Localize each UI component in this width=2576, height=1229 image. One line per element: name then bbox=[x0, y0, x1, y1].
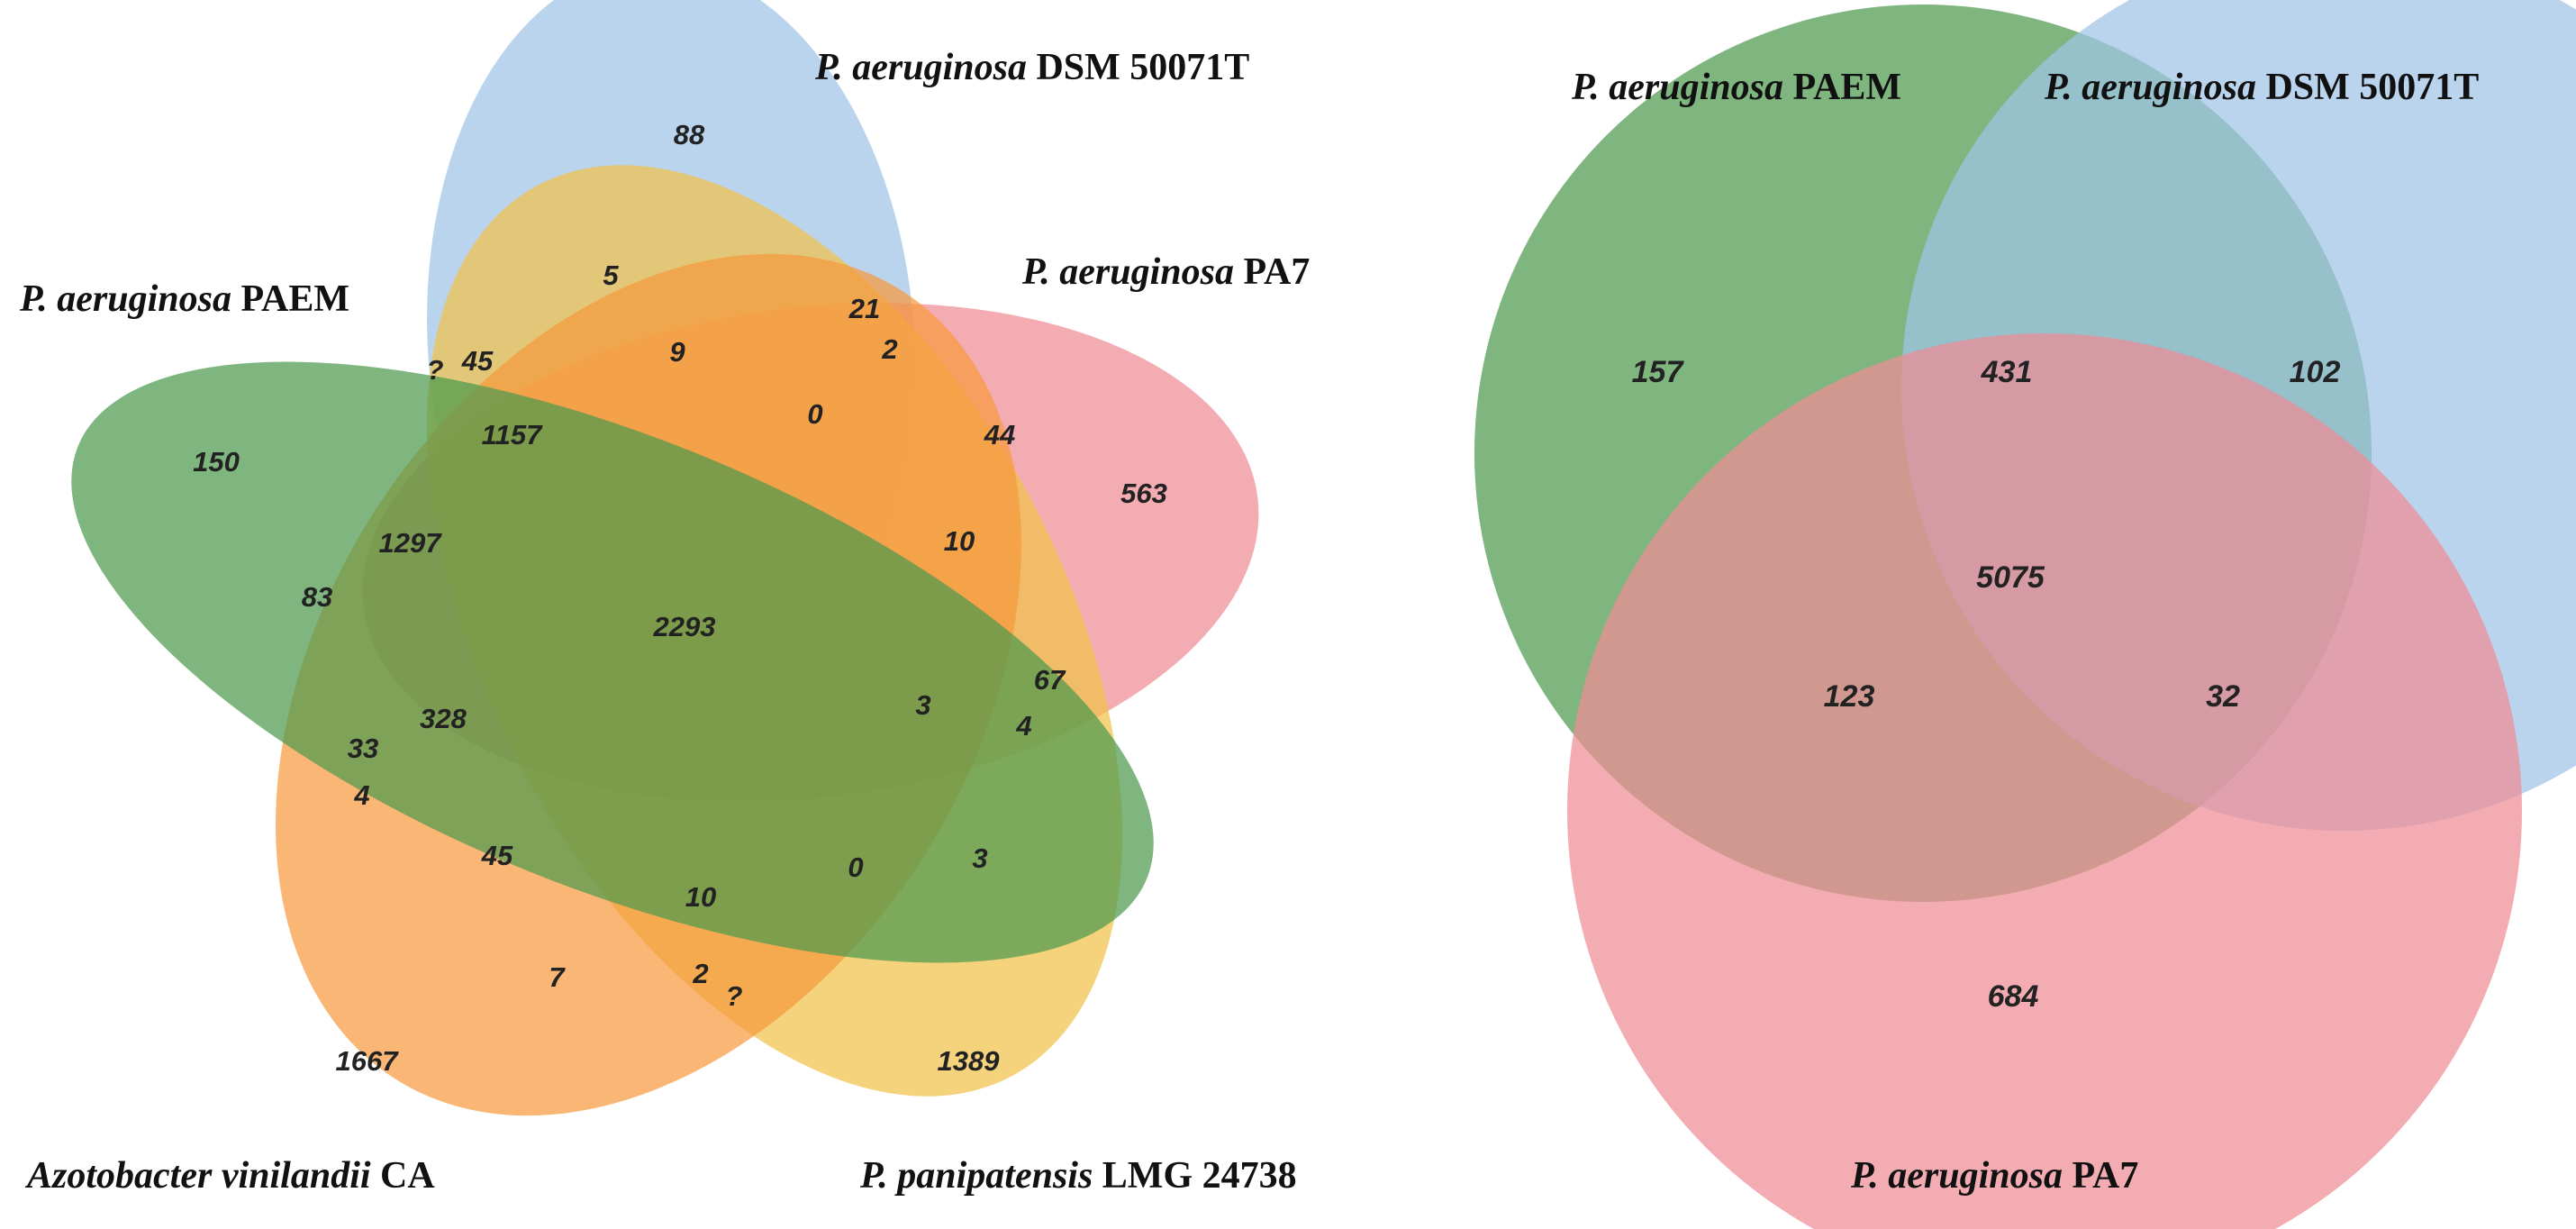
count-region: 9 bbox=[669, 336, 685, 368]
count-region: 67 bbox=[1034, 664, 1066, 696]
count-paem-pa7: 123 bbox=[1824, 679, 1875, 714]
count-region: 1389 bbox=[938, 1045, 1001, 1077]
count-region: 0 bbox=[848, 851, 863, 883]
count-region: 563 bbox=[1120, 478, 1167, 509]
count-region: 1667 bbox=[336, 1045, 400, 1077]
label-paem: P. aeruginosa PAEM bbox=[1571, 67, 1901, 108]
five-set-venn: P. aeruginosa DSM 50071T P. aeruginosa P… bbox=[19, 0, 1310, 1197]
label-dsm: P. aeruginosa DSM 50071T bbox=[2044, 67, 2479, 108]
count-region: 4 bbox=[353, 779, 369, 811]
count-all-three: 5075 bbox=[1976, 560, 2045, 595]
count-region: 1297 bbox=[379, 527, 443, 559]
ellipse-paem bbox=[71, 361, 1154, 963]
count-region: 2293 bbox=[653, 611, 716, 642]
label-paem: P. aeruginosa PAEM bbox=[19, 278, 349, 320]
count-region: 45 bbox=[481, 840, 513, 871]
count-dsm-only: 102 bbox=[2290, 355, 2341, 389]
count-paem-dsm: 431 bbox=[1981, 355, 2033, 389]
count-region: 328 bbox=[420, 703, 467, 734]
count-region: 3 bbox=[915, 689, 930, 721]
count-region: 2 bbox=[692, 958, 708, 989]
count-region: 21 bbox=[848, 293, 880, 324]
count-region: 2 bbox=[881, 333, 897, 365]
count-region: 10 bbox=[685, 881, 716, 913]
count-region: 10 bbox=[944, 525, 975, 557]
count-dsm-pa7: 32 bbox=[2206, 679, 2240, 714]
label-panipatensis: P. panipatensis LMG 24738 bbox=[859, 1155, 1297, 1197]
count-region: ? bbox=[427, 354, 444, 386]
count-region: 0 bbox=[807, 398, 822, 430]
count-region: ? bbox=[726, 980, 743, 1012]
label-pa7: P. aeruginosa PA7 bbox=[1021, 251, 1310, 293]
count-region: 3 bbox=[972, 842, 987, 874]
count-region: 45 bbox=[461, 345, 494, 377]
circle-pa7 bbox=[1567, 333, 2522, 1229]
count-region: 7 bbox=[549, 961, 566, 993]
count-region: 1157 bbox=[482, 419, 543, 451]
count-region: 88 bbox=[674, 119, 705, 150]
count-region: 44 bbox=[984, 419, 1015, 451]
count-region: 4 bbox=[1015, 710, 1031, 742]
count-region: 83 bbox=[302, 581, 332, 613]
label-dsm: P. aeruginosa DSM 50071T bbox=[814, 47, 1249, 88]
three-set-venn: P. aeruginosa PAEM P. aeruginosa DSM 500… bbox=[1474, 0, 2576, 1229]
label-pa7: P. aeruginosa PA7 bbox=[1850, 1155, 2138, 1197]
count-pa7-only: 684 bbox=[1988, 979, 2039, 1014]
count-paem-only: 157 bbox=[1632, 355, 1685, 389]
count-region: 150 bbox=[193, 446, 240, 478]
count-region: 33 bbox=[348, 733, 378, 764]
count-region: 5 bbox=[603, 259, 619, 291]
label-azotobacter: Azotobacter vinilandii CA bbox=[24, 1155, 435, 1197]
